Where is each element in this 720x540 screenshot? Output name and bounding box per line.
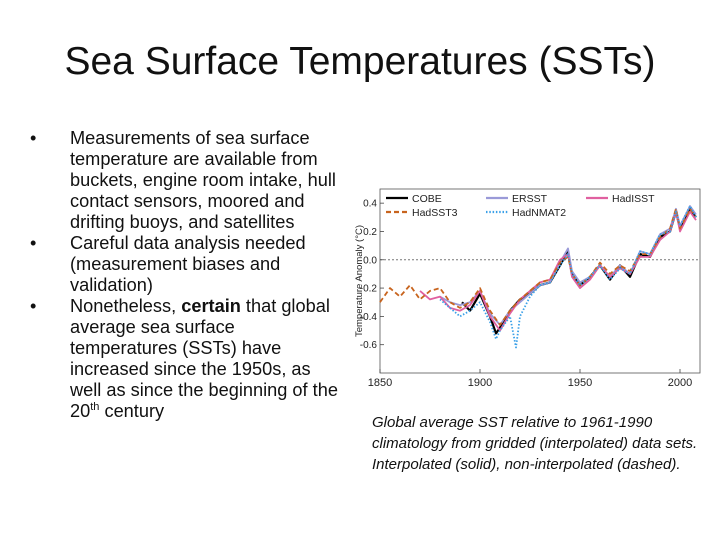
bullet-glyph: • <box>30 233 37 253</box>
series-lines <box>379 205 697 349</box>
legend-label: HadISST <box>612 193 655 205</box>
y-tick-label: -0.2 <box>360 284 378 295</box>
x-tick-label: 1850 <box>368 377 392 389</box>
y-tick-label: 0.4 <box>363 199 377 210</box>
x-tick-label: 1900 <box>468 377 492 389</box>
x-tick-label: 2000 <box>668 377 692 389</box>
chart-svg: COBE ERSST HadISST HadSST3 HadNMAT2 -0.6 -0.4… <box>354 188 701 389</box>
legend-label: ERSST <box>512 193 548 205</box>
bullet-item-measurements: • Measurements of sea surface temperature… <box>30 128 342 233</box>
y-tick-label: 0.2 <box>363 227 377 238</box>
y-axis-label: Temperature Anomaly (°C) <box>354 225 365 337</box>
x-tick-label: 1950 <box>568 377 592 389</box>
legend: COBE ERSST HadISST HadSST3 HadNMAT2 <box>386 193 655 219</box>
sst-chart: COBE ERSST HadISST HadSST3 HadNMAT2 -0.6 -0.4… <box>345 180 710 395</box>
slide-title: Sea Surface Temperatures (SSTs) <box>64 40 656 83</box>
bullet-glyph: • <box>30 296 37 316</box>
figure-caption: Global average SST relative to 1961-1990… <box>372 414 698 473</box>
bullet-text-bold: certain <box>181 296 241 316</box>
bullet-text: Careful data analysis needed (measuremen… <box>70 233 306 295</box>
legend-label: HadNMAT2 <box>512 207 566 219</box>
bullet-text-sup: th <box>90 401 100 413</box>
bullet-text-pre: Nonetheless, <box>70 296 182 316</box>
legend-label: COBE <box>412 193 442 205</box>
bullet-item-conclusion: • Nonetheless, certain that global averag… <box>30 296 342 422</box>
bullet-text: Measurements of sea surface temperature … <box>70 128 336 232</box>
bullet-item-analysis: • Careful data analysis needed (measureme… <box>30 233 342 296</box>
bullet-glyph: • <box>30 128 37 148</box>
y-tick-label: -0.4 <box>360 312 378 323</box>
y-tick-label: 0.0 <box>363 255 377 266</box>
bullet-text-mid: that global average sea surface temperat… <box>70 296 338 421</box>
series-line-cobe <box>461 207 697 335</box>
bullet-list: • Measurements of sea surface temperature… <box>30 128 342 422</box>
y-tick-label: -0.6 <box>360 340 378 351</box>
legend-label: HadSST3 <box>412 207 458 219</box>
plot-frame <box>379 188 701 374</box>
bullet-text-post: century <box>99 401 165 421</box>
series-line-hadnmat2 <box>439 205 697 349</box>
series-line-hadsst3 <box>379 207 697 326</box>
axes: -0.6 -0.4 -0.2 0.0 0.2 0.4 1850 1900 1950 2000 <box>360 199 700 389</box>
